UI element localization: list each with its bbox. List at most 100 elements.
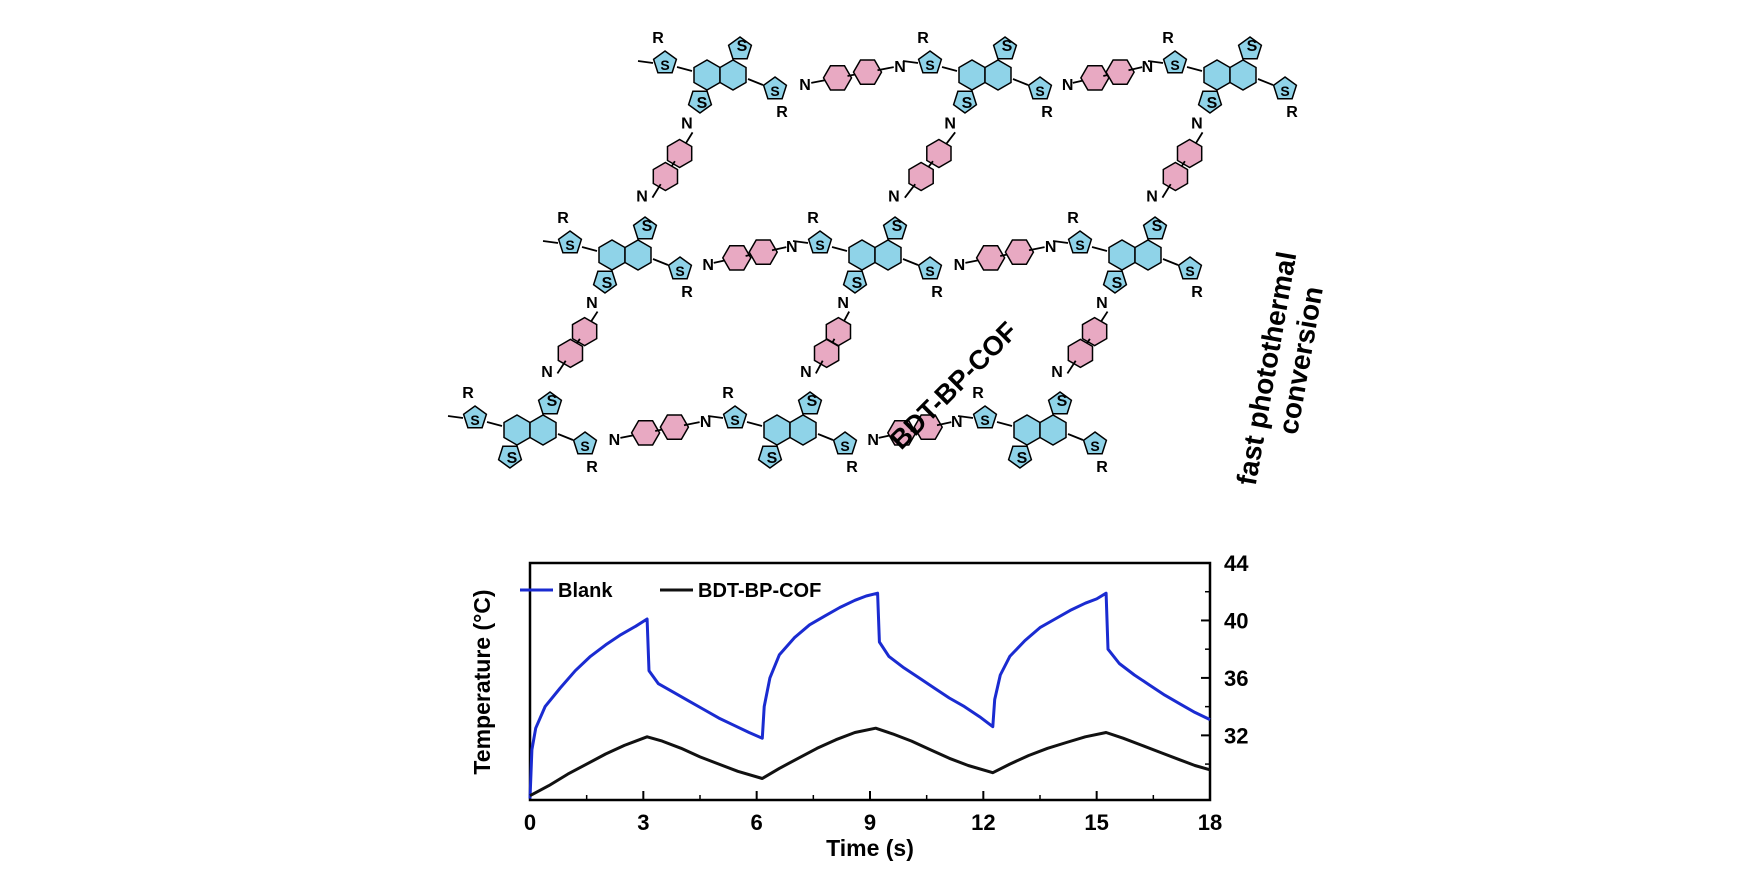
sulfur-label: S (470, 412, 479, 428)
thiophene-ring (632, 216, 658, 240)
phenyl-ring (908, 161, 934, 192)
sulfur-label: S (1280, 83, 1289, 99)
substituent-label: R (722, 385, 734, 402)
legend: Blank BDT-BP-COF (520, 580, 821, 602)
sulfur-label: S (962, 95, 973, 112)
bond (996, 421, 1013, 427)
bond (1028, 246, 1045, 252)
bond (1091, 246, 1108, 252)
bond (771, 246, 787, 252)
bond (1128, 66, 1143, 72)
phenyl-ring (975, 245, 1006, 271)
imine-nitrogen: N (894, 59, 906, 76)
sulfur-label: S (1075, 237, 1084, 253)
substituent-label: R (1162, 30, 1174, 47)
benzodithiophene-ring (1039, 414, 1067, 446)
bond (676, 66, 693, 72)
side-thiophene-ring (1177, 256, 1203, 280)
imine-nitrogen: N (888, 188, 900, 205)
thiophene-ring (1237, 36, 1263, 60)
sulfur-label: S (807, 393, 818, 410)
y-tick-label: 44 (1224, 551, 1249, 576)
framework-label: BDT-BP-COF (884, 316, 1023, 455)
imine-nitrogen: N (944, 116, 956, 133)
sulfur-label: S (660, 57, 669, 73)
sulfur-label: S (565, 237, 574, 253)
side-thiophene-ring (972, 405, 998, 429)
imine-nitrogen: N (1191, 116, 1203, 133)
substituent-label: R (846, 459, 858, 476)
sulfur-label: S (1017, 450, 1028, 467)
imine-nitrogen: N (1051, 364, 1063, 381)
substituent-label: R (917, 30, 929, 47)
side-thiophene-ring (572, 431, 598, 455)
benzodithiophene-ring (848, 239, 876, 271)
side-thiophene-ring (917, 50, 943, 74)
x-tick-label: 15 (1084, 810, 1108, 835)
thiophene-ring (537, 391, 563, 415)
bond (815, 360, 824, 374)
phenyl-ring (659, 414, 690, 440)
benzodithiophene-ring (529, 414, 557, 446)
side-thiophene-ring (667, 256, 693, 280)
phenyl-ring (913, 414, 944, 440)
sulfur-label: S (1170, 57, 1179, 73)
phenyl-ring (721, 245, 752, 271)
phenyl-ring (825, 316, 852, 347)
sulfur-label: S (580, 438, 589, 454)
sulfur-label: S (697, 95, 708, 112)
sulfur-label: S (815, 237, 824, 253)
benzodithiophene-ring (1108, 239, 1136, 271)
sulfur-label: S (1247, 38, 1258, 55)
phenyl-ring (1105, 59, 1135, 85)
imine-nitrogen: N (1146, 188, 1158, 205)
benzodithiophene-ring (1229, 59, 1257, 91)
substituent-label: R (807, 210, 819, 227)
sulfur-label: S (770, 83, 779, 99)
thiophene-ring (842, 270, 868, 294)
bond (707, 415, 724, 419)
legend-label-blank: Blank (558, 580, 613, 602)
sulfur-label: S (675, 263, 684, 279)
x-tick-label: 3 (637, 810, 649, 835)
side-thiophene-ring (1082, 431, 1108, 455)
substituent-label: R (972, 385, 984, 402)
thiophene-ring (882, 216, 908, 240)
sulfur-label: S (730, 412, 739, 428)
imine-nitrogen: N (786, 239, 798, 256)
side-thiophene-ring (462, 405, 488, 429)
imine-nitrogen: N (1062, 77, 1074, 94)
substituent-label: R (557, 210, 569, 227)
series-layer (528, 591, 1211, 799)
imine-nitrogen: N (1045, 239, 1057, 256)
bond (941, 66, 958, 72)
sulfur-label: S (1090, 438, 1099, 454)
x-tick-label: 0 (524, 810, 536, 835)
bond (957, 415, 974, 419)
plot-frame (528, 561, 1212, 802)
bond (652, 258, 669, 266)
bond (817, 433, 834, 441)
imine-nitrogen: N (837, 295, 849, 312)
phenyl-ring (813, 338, 840, 369)
bond (1052, 240, 1069, 244)
side-thiophene-ring (762, 76, 788, 100)
bond (936, 421, 952, 427)
substituent-label: R (652, 30, 664, 47)
thiophene-ring (1007, 445, 1033, 469)
sulfur-label: S (1057, 393, 1068, 410)
phenyl-ring (748, 239, 779, 265)
bond (1012, 78, 1029, 86)
bond (447, 415, 464, 419)
benzodithiophene-ring (789, 414, 817, 446)
substituent-label: R (931, 284, 943, 301)
substituent-label: R (1067, 210, 1079, 227)
substituent-label: R (1096, 459, 1108, 476)
imine-nitrogen: N (681, 116, 693, 133)
side-thiophene-ring (1162, 50, 1188, 74)
thiophene-ring (1197, 90, 1223, 114)
substituent-label: R (681, 284, 693, 301)
x-tick-label: 18 (1198, 810, 1222, 835)
